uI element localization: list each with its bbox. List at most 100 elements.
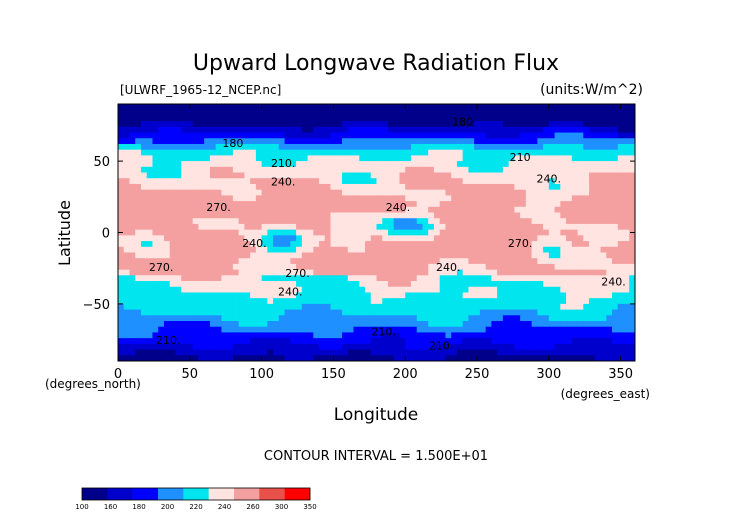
heatmap-cell [399,292,406,299]
heatmap-cell [192,355,200,361]
heatmap-cell [600,281,607,288]
heatmap-cell [169,201,177,208]
heatmap-cell [158,161,165,168]
heatmap-cell [215,281,222,288]
heatmap-cell [250,326,257,334]
heatmap-cell [497,235,504,242]
heatmap-cell [600,218,607,225]
heatmap-cell [175,303,182,311]
heatmap-cell [629,121,635,128]
heatmap-cell [629,161,635,168]
heatmap-cell [525,143,533,151]
heatmap-cell [313,172,320,179]
heatmap-cell [589,109,596,117]
heatmap-cell [554,292,561,299]
heatmap-cell [508,149,515,156]
heatmap-cell [479,155,487,162]
heatmap-cell [508,315,515,322]
heatmap-cell [209,246,217,254]
heatmap-cell [319,121,326,128]
heatmap-cell [376,155,383,162]
heatmap-cell [382,275,389,282]
heatmap-cell [290,303,297,311]
heatmap-cell [491,355,498,361]
heatmap-cell [290,309,297,316]
heatmap-cell [387,178,395,185]
heatmap-cell [554,315,561,322]
heatmap-cell [485,332,492,339]
heatmap-cell [232,235,240,242]
heatmap-cell [445,189,452,196]
heatmap-cell [175,246,182,254]
heatmap-cell [502,195,510,202]
heatmap-cell [462,143,470,151]
heatmap-cell [583,109,590,117]
heatmap-cell [508,109,515,117]
heatmap-cell [428,269,435,276]
heatmap-cell [359,195,366,202]
heatmap-cell [617,315,625,322]
heatmap-cell [479,286,487,294]
heatmap-cell [508,343,515,351]
heatmap-cell [382,195,389,202]
heatmap-cell [629,281,635,288]
heatmap-cell [192,303,200,311]
heatmap-cell [204,246,211,254]
heatmap-cell [462,178,470,185]
heatmap-cell [330,229,337,236]
heatmap-cell [502,143,510,151]
heatmap-cell [278,303,286,311]
heatmap-cell [566,206,573,214]
heatmap-cell [531,195,538,202]
heatmap-cell [479,338,487,345]
heatmap-cell [554,149,561,156]
heatmap-cell [232,212,240,219]
heatmap-cell [462,332,470,339]
heatmap-cell [181,281,188,288]
heatmap-cell [583,195,590,202]
heatmap-cell [158,286,165,294]
heatmap-cell [502,206,510,214]
heatmap-cell [514,275,521,282]
colorbar-swatch [132,488,159,500]
heatmap-cell [215,338,222,345]
heatmap-cell [583,309,590,316]
heatmap-cell [238,132,245,139]
heatmap-cell [204,281,211,288]
heatmap-cell [204,252,211,259]
heatmap-cell [192,246,200,254]
heatmap-cell [227,132,234,139]
heatmap-cell [537,183,544,191]
heatmap-cell [439,269,447,276]
heatmap-cell [163,161,171,168]
heatmap-cell [560,166,567,174]
heatmap-cell [152,189,159,196]
heatmap-cell [451,281,458,288]
heatmap-cell [623,263,630,271]
heatmap-cell [399,298,406,305]
heatmap-cell [209,178,217,185]
heatmap-cell [393,326,401,334]
heatmap-cell [422,303,429,311]
heatmap-cell [336,286,343,294]
heatmap-cell [135,298,142,305]
heatmap-cell [479,269,487,276]
heatmap-cell [296,166,303,174]
heatmap-cell [319,326,326,334]
heatmap-cell [169,298,177,305]
heatmap-cell [158,326,165,334]
heatmap-cell [514,212,521,219]
heatmap-cell [244,132,251,139]
heatmap-cell [525,218,533,225]
heatmap-cell [267,206,274,214]
heatmap-cell [502,149,510,156]
heatmap-cell [543,143,550,151]
contour-label: 240. [537,173,562,186]
heatmap-cell [215,161,222,168]
heatmap-cell [416,241,424,248]
heatmap-cell [617,161,625,168]
heatmap-cell [342,138,349,145]
heatmap-cell [399,201,406,208]
heatmap-cell [462,166,470,174]
